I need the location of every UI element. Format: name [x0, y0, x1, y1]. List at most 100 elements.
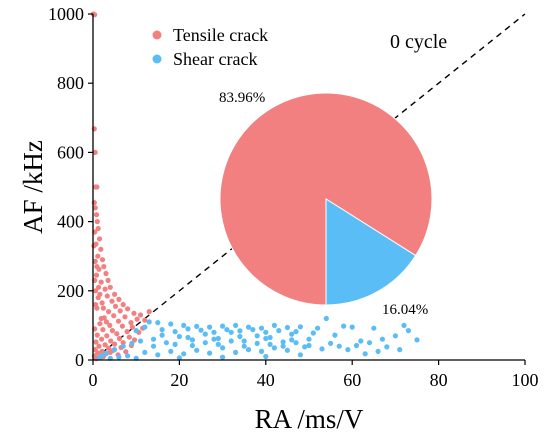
legend-marker-shear: [152, 54, 162, 64]
y-tick-label: 1000: [48, 4, 84, 24]
shear-crack-point: [233, 349, 239, 355]
shear-crack-point: [263, 329, 269, 335]
tensile-crack-point: [122, 314, 128, 320]
x-tick-label: 0: [89, 370, 98, 390]
tensile-crack-point: [112, 341, 118, 347]
shear-crack-point: [284, 347, 290, 353]
shear-crack-point: [233, 322, 239, 328]
shear-crack-point: [245, 324, 252, 330]
tensile-crack-point: [98, 315, 104, 322]
shear-crack-point: [146, 319, 152, 325]
shear-crack-point: [168, 348, 174, 354]
tensile-crack-point: [99, 257, 106, 263]
tensile-crack-point: [142, 317, 148, 323]
shear-crack-point: [341, 323, 347, 329]
tensile-crack-point: [104, 333, 110, 339]
shear-crack-point: [379, 336, 385, 342]
shear-crack-point: [125, 353, 131, 359]
tensile-crack-point: [94, 219, 100, 225]
tensile-crack-point: [92, 149, 98, 155]
tensile-crack-point: [111, 313, 117, 319]
shear-crack-point: [189, 337, 195, 343]
shear-crack-point: [237, 328, 243, 334]
shear-crack-point: [315, 325, 321, 331]
tensile-crack-point: [94, 264, 100, 270]
shear-crack-point: [397, 347, 403, 353]
y-tick-label: 600: [57, 142, 84, 162]
shear-crack-point: [384, 344, 390, 350]
shear-crack-point: [228, 338, 234, 344]
shear-crack-point: [168, 321, 174, 327]
tensile-crack-point: [92, 258, 98, 264]
tensile-crack-point: [124, 329, 130, 335]
shear-crack-point: [228, 329, 234, 335]
tensile-crack-point: [125, 306, 131, 312]
inset-pie: [219, 92, 433, 306]
tensile-crack-point: [116, 335, 122, 342]
tensile-crack-point: [108, 338, 114, 344]
tensile-crack-point: [146, 309, 152, 315]
shear-crack-point: [349, 324, 355, 330]
tensile-crack-point: [96, 343, 102, 349]
x-tick-label: 60: [343, 370, 361, 390]
shear-crack-point: [202, 340, 208, 346]
shear-crack-point: [159, 327, 165, 333]
tensile-crack-point: [117, 308, 123, 314]
tensile-crack-point: [104, 293, 110, 299]
shear-crack-point: [215, 335, 221, 342]
tensile-crack-point: [101, 264, 107, 270]
shear-crack-point: [254, 333, 260, 339]
shear-crack-point: [280, 343, 286, 349]
tensile-crack-point: [112, 291, 118, 297]
tensile-crack-point: [94, 184, 100, 190]
shear-crack-point: [267, 334, 273, 341]
legend: Tensile crack Shear crack: [152, 25, 268, 69]
pie-slice-tensile: [219, 92, 433, 306]
shear-crack-point: [220, 354, 226, 360]
y-tick-label: 0: [75, 350, 84, 370]
pie-slice-shear: [325, 198, 417, 306]
shear-crack-point: [336, 343, 342, 349]
tensile-crack-point: [107, 284, 113, 290]
shear-crack-point: [258, 325, 265, 331]
tensile-crack-point: [103, 319, 109, 325]
shear-crack-point: [237, 333, 243, 340]
shear-crack-point: [189, 342, 195, 349]
shear-crack-point: [392, 333, 398, 339]
shear-crack-point: [185, 334, 191, 341]
shear-crack-point: [202, 331, 208, 337]
shear-crack-point: [142, 349, 148, 355]
tensile-crack-point: [134, 316, 140, 322]
shear-crack-point: [254, 340, 260, 346]
shear-crack-point: [207, 350, 213, 356]
tensile-crack-point: [95, 225, 101, 232]
shear-crack-point: [280, 339, 286, 345]
shear-crack-point: [306, 342, 312, 349]
shear-crack-point: [155, 352, 161, 358]
tensile-crack-point: [115, 318, 122, 324]
shear-crack-point: [172, 329, 178, 335]
shear-crack-point: [220, 345, 226, 351]
shear-crack-point: [112, 347, 118, 353]
tensile-crack-point: [112, 303, 119, 309]
shear-crack-point: [353, 342, 360, 349]
legend-label-shear: Shear crack: [173, 49, 257, 69]
shear-crack-point: [116, 354, 122, 360]
tensile-crack-point: [93, 212, 100, 218]
shear-crack-point: [271, 345, 277, 351]
shear-crack-point: [284, 324, 290, 331]
shear-crack-point: [159, 332, 165, 338]
shear-crack-point: [150, 336, 157, 342]
tensile-crack-point: [93, 339, 99, 345]
tensile-crack-point: [99, 336, 105, 342]
shear-crack-point: [289, 337, 295, 343]
tensile-crack-point: [114, 331, 120, 337]
shear-crack-point: [211, 336, 217, 342]
tensile-crack-point: [95, 253, 101, 259]
legend-marker-tensile: [152, 30, 162, 40]
shear-crack-point: [375, 348, 381, 354]
tensile-crack-point: [123, 349, 129, 355]
shear-crack-point: [362, 351, 368, 357]
tensile-crack-point: [95, 350, 101, 356]
